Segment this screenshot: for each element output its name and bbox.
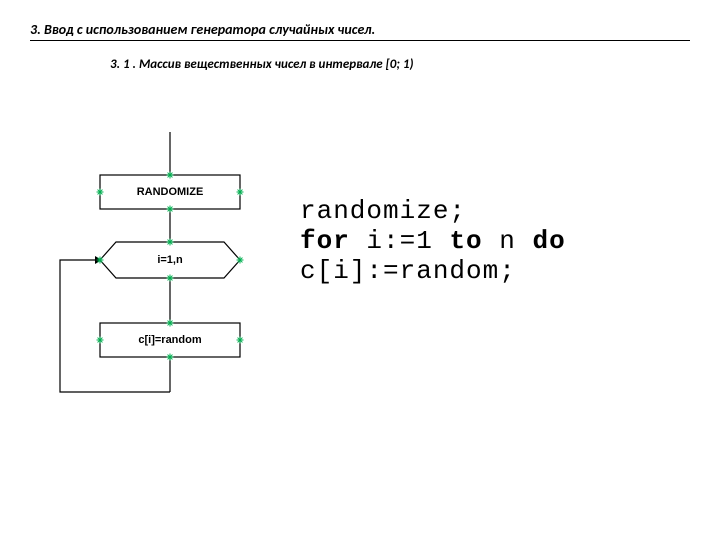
section-heading: 3. Ввод с использованием генератора случ… (30, 21, 690, 41)
svg-text:c[i]=random: c[i]=random (138, 334, 201, 346)
svg-text:i=1,n: i=1,n (157, 254, 183, 266)
code-line-3: c[i]:=random; (300, 257, 566, 287)
code-line-1: randomize; (300, 197, 566, 227)
code-line-2: for i:=1 to n do (300, 227, 566, 257)
flowchart-svg: RANDOMIZE i=1,n c[i]=random (30, 132, 290, 432)
flowchart: RANDOMIZE i=1,n c[i]=random (30, 132, 290, 437)
code-block: randomize; for i:=1 to n do c[i]:=random… (300, 197, 566, 437)
svg-text:RANDOMIZE: RANDOMIZE (137, 186, 204, 198)
content-row: RANDOMIZE i=1,n c[i]=random randomize; for… (30, 132, 690, 437)
section-subheading: 3. 1 . Массив вещественных чисел в интер… (110, 57, 690, 72)
